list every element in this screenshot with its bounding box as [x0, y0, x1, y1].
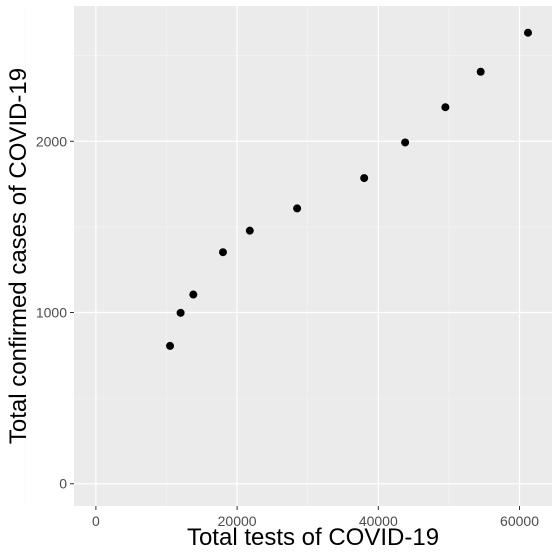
data-point	[189, 290, 198, 299]
data-point	[523, 28, 532, 37]
x-tick-label: 0	[92, 513, 100, 529]
x-axis-ticks: 0 20000 40000 60000	[92, 506, 539, 529]
minor-gridlines	[24, 6, 552, 506]
data-points	[166, 28, 532, 350]
data-point	[245, 226, 254, 235]
data-point	[360, 174, 369, 183]
x-axis-title: Total tests of COVID-19	[187, 524, 439, 551]
x-tick-label: 60000	[500, 513, 539, 529]
y-tick-label: 1000	[36, 305, 67, 321]
x-tick-label: 40000	[359, 513, 398, 529]
y-tick-label: 2000	[36, 133, 67, 149]
data-point	[476, 67, 485, 76]
x-tick-label: 20000	[218, 513, 257, 529]
data-point	[293, 204, 302, 213]
data-point	[441, 103, 450, 112]
data-point	[166, 341, 175, 350]
y-tick-label: 0	[59, 476, 67, 492]
data-point	[176, 308, 185, 317]
data-point	[218, 248, 227, 257]
y-axis-ticks: 0 1000 2000	[36, 133, 74, 492]
data-point	[401, 138, 410, 147]
major-gridlines	[74, 6, 552, 506]
y-axis-title: Total confirmed cases of COVID-19	[5, 68, 32, 444]
plot-panel	[74, 6, 552, 506]
